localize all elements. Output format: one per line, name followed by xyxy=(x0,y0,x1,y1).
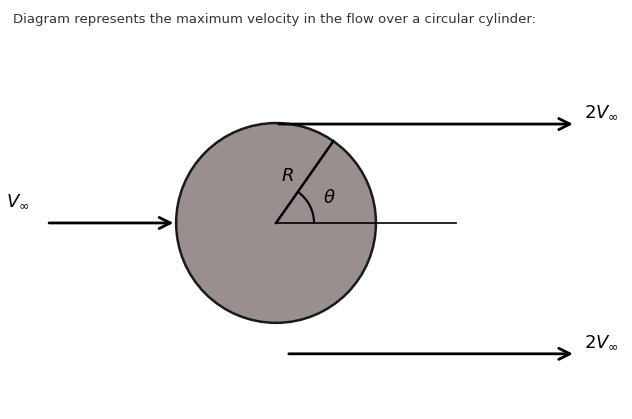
Text: $V_{\infty}$: $V_{\infty}$ xyxy=(6,192,30,210)
Text: $\theta$: $\theta$ xyxy=(323,189,336,207)
Text: $2V_{\infty}$: $2V_{\infty}$ xyxy=(584,333,619,351)
Text: $2V_{\infty}$: $2V_{\infty}$ xyxy=(584,103,619,121)
Text: $R$: $R$ xyxy=(281,168,295,186)
Circle shape xyxy=(176,123,376,323)
Text: Diagram represents the maximum velocity in the flow over a circular cylinder:: Diagram represents the maximum velocity … xyxy=(13,13,536,26)
